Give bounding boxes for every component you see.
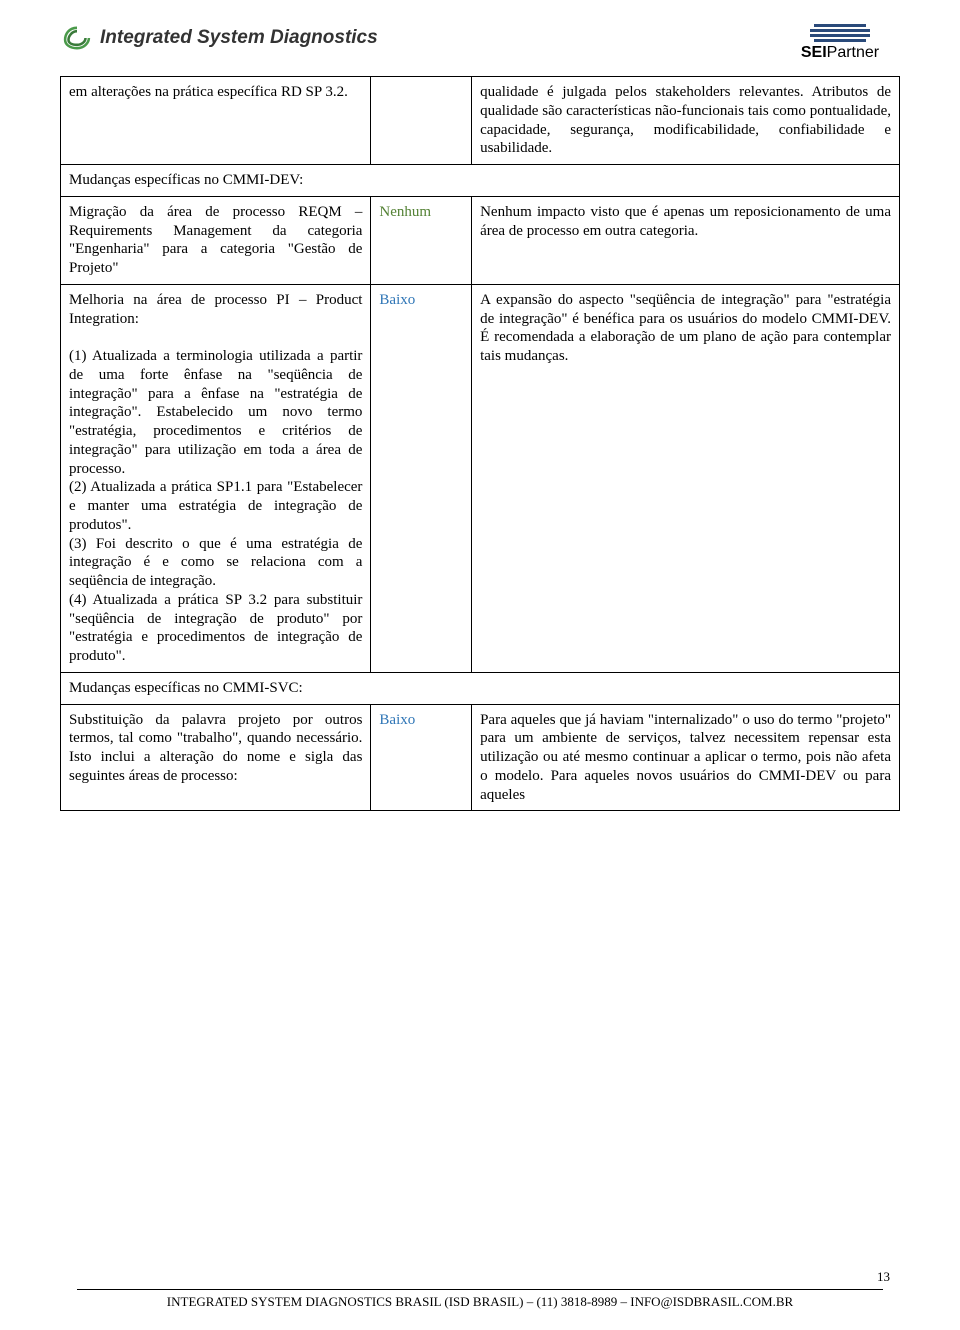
sei-bars-icon: [780, 24, 900, 42]
cell-impact: [371, 77, 472, 165]
logo-left: Integrated System Diagnostics: [60, 24, 378, 52]
content-table: em alterações na prática específica RD S…: [60, 76, 900, 811]
footer-line: INTEGRATED SYSTEM DIAGNOSTICS BRASIL (IS…: [0, 1294, 960, 1310]
brand-right-text: SEIPartner: [780, 44, 900, 62]
cell-change: Melhoria na área de processo PI – Produc…: [61, 284, 371, 672]
page-footer: 13 INTEGRATED SYSTEM DIAGNOSTICS BRASIL …: [0, 1269, 960, 1310]
table-row: Migração da área de processo REQM – Requ…: [61, 196, 900, 284]
table-row: Substituição da palavra projeto por outr…: [61, 704, 900, 811]
page-header: Integrated System Diagnostics SEIPartner: [60, 24, 900, 62]
cell-impact-nenhum: Nenhum: [371, 196, 472, 284]
cell-description: Nenhum impacto visto que é apenas um rep…: [472, 196, 900, 284]
cell-description: A expansão do aspecto "seqüência de inte…: [472, 284, 900, 672]
table-row: em alterações na prática específica RD S…: [61, 77, 900, 165]
cell-impact-baixo: Baixo: [371, 704, 472, 811]
cell-change: Migração da área de processo REQM – Requ…: [61, 196, 371, 284]
table-row: Melhoria na área de processo PI – Produc…: [61, 284, 900, 672]
cell-description: Para aqueles que já haviam "internalizad…: [472, 704, 900, 811]
page-number: 13: [0, 1269, 960, 1285]
section-header-dev: Mudanças específicas no CMMI-DEV:: [61, 165, 900, 197]
section-title: Mudanças específicas no CMMI-SVC:: [61, 672, 900, 704]
section-title: Mudanças específicas no CMMI-DEV:: [61, 165, 900, 197]
cell-description: qualidade é julgada pelos stakeholders r…: [472, 77, 900, 165]
cell-impact-baixo: Baixo: [371, 284, 472, 672]
footer-divider: [77, 1289, 883, 1290]
cell-change: em alterações na prática específica RD S…: [61, 77, 371, 165]
cell-change: Substituição da palavra projeto por outr…: [61, 704, 371, 811]
brand-left-text: Integrated System Diagnostics: [100, 27, 378, 49]
swirl-icon: [60, 24, 94, 52]
logo-right: SEIPartner: [780, 24, 900, 62]
section-header-svc: Mudanças específicas no CMMI-SVC:: [61, 672, 900, 704]
